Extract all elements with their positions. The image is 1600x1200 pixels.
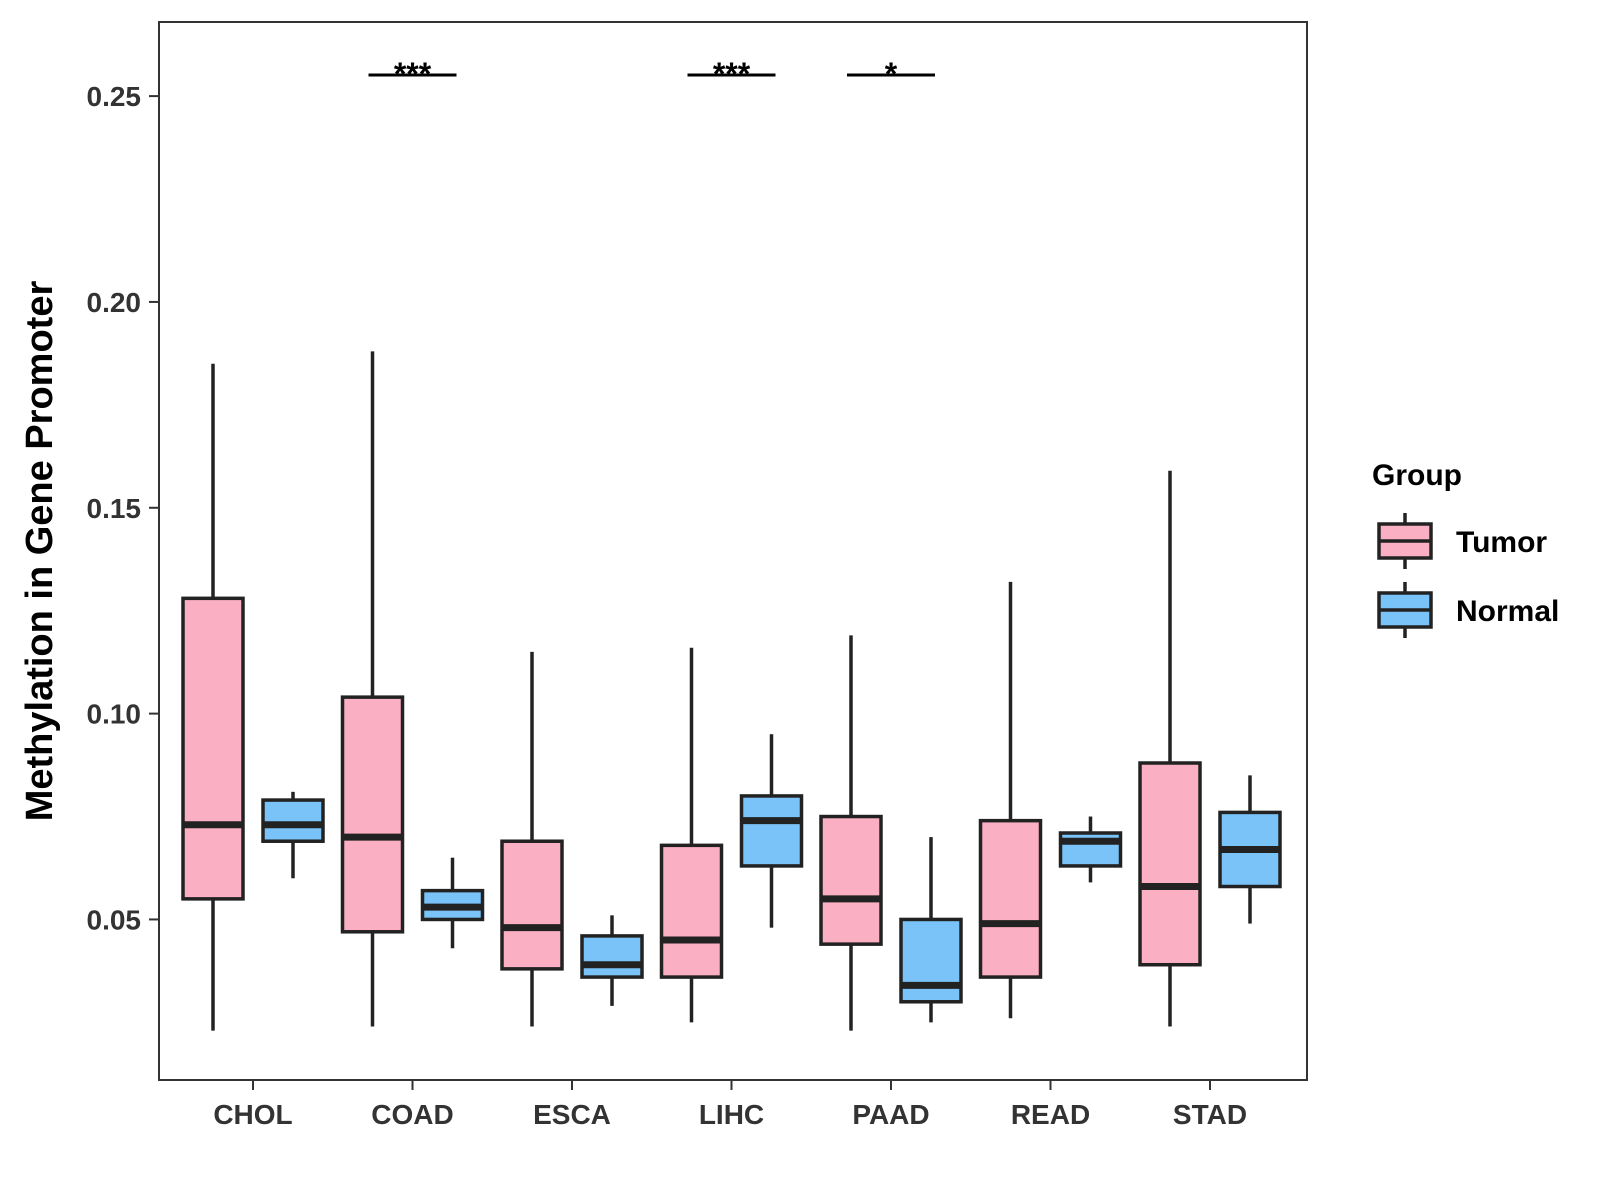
iqr-box (500, 839, 564, 971)
legend-title: Group (1372, 459, 1462, 492)
legend-item-normal: Normal (1377, 582, 1559, 638)
x-tick-label: STAD (1173, 1099, 1247, 1130)
significance-lihc: *** (687, 56, 776, 92)
x-tick-label: CHOL (213, 1099, 292, 1130)
significance-annotations: *** *** * (368, 56, 935, 92)
iqr-box (580, 934, 644, 979)
iqr-box (261, 798, 325, 843)
iqr-box (978, 818, 1043, 979)
tumor-box-lihc (659, 647, 724, 1023)
normal-box-lihc (739, 734, 804, 928)
y-tick-label: 0.05 (87, 904, 142, 935)
significance-label: *** (713, 56, 751, 92)
y-axis: 0.05 0.10 0.15 0.20 0.25 (87, 81, 159, 935)
iqr-box (659, 843, 724, 979)
legend-label: Normal (1456, 595, 1559, 628)
iqr-box (819, 814, 883, 946)
y-axis-title: Methylation in Gene Promoter (19, 281, 61, 822)
significance-label: * (885, 56, 898, 92)
normal-box-paad (899, 837, 963, 1023)
tumor-box-esca (500, 651, 564, 1027)
significance-label: *** (394, 56, 432, 92)
x-tick-label: COAD (371, 1099, 453, 1130)
tumor-box-chol (181, 363, 245, 1031)
x-tick-label: READ (1011, 1099, 1090, 1130)
x-tick-label: LIHC (699, 1099, 764, 1130)
normal-box-chol (261, 791, 325, 879)
normal-box-esca (580, 915, 644, 1006)
x-tick-label: PAAD (852, 1099, 929, 1130)
x-tick-label: ESCA (533, 1099, 611, 1130)
iqr-box (739, 794, 804, 868)
tumor-box-coad (340, 351, 405, 1027)
tumor-box-stad (1138, 470, 1202, 1027)
iqr-box (340, 695, 405, 934)
significance-coad: *** (368, 56, 457, 92)
normal-box-coad (420, 857, 485, 949)
y-tick-label: 0.25 (87, 81, 142, 112)
x-axis: CHOL COAD ESCA LIHC PAAD READ STAD (213, 1080, 1247, 1130)
legend-item-tumor: Tumor (1377, 513, 1547, 569)
tumor-box-read (978, 581, 1043, 1019)
normal-box-read (1058, 816, 1123, 883)
y-tick-label: 0.15 (87, 493, 142, 524)
normal-box-stad (1218, 775, 1282, 924)
iqr-box (1138, 761, 1202, 967)
iqr-box (899, 917, 963, 1004)
box-series (181, 351, 1282, 1031)
y-tick-label: 0.20 (87, 287, 142, 318)
legend: Group Tumor Normal (1372, 459, 1559, 638)
tumor-box-paad (819, 635, 883, 1031)
significance-paad: * (847, 56, 935, 92)
legend-label: Tumor (1456, 526, 1547, 559)
plot-panel (158, 21, 1308, 1081)
y-tick-label: 0.10 (87, 699, 142, 730)
iqr-box (181, 596, 245, 901)
